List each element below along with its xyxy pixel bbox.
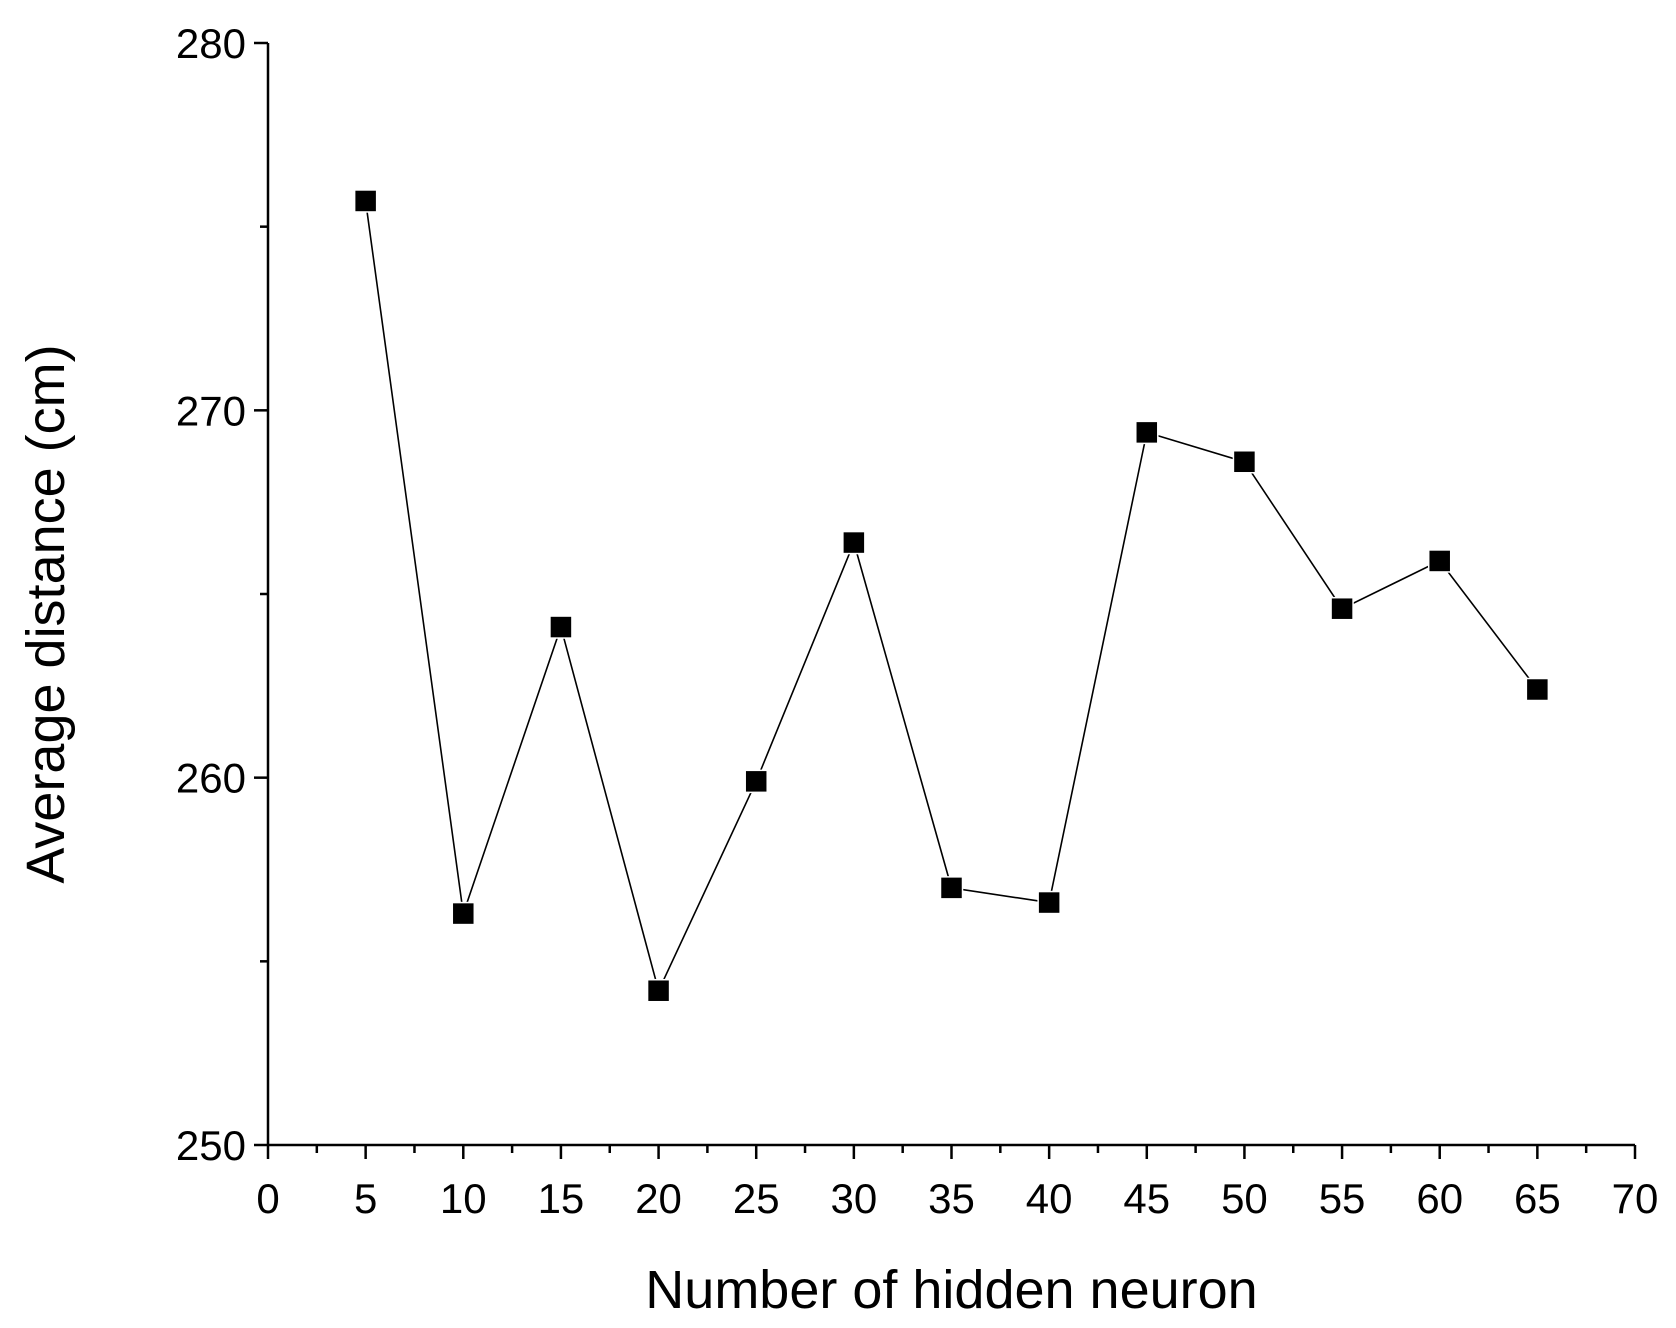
data-point — [1037, 890, 1061, 915]
x-tick-label: 60 — [1416, 1175, 1463, 1222]
y-tick-label: 280 — [176, 20, 246, 67]
data-point — [842, 530, 866, 555]
x-tick-label: 65 — [1514, 1175, 1561, 1222]
x-tick-label: 5 — [354, 1175, 377, 1222]
x-tick-label: 50 — [1221, 1175, 1268, 1222]
x-tick-label: 35 — [928, 1175, 975, 1222]
y-tick-label: 250 — [176, 1122, 246, 1169]
data-point — [1525, 677, 1550, 702]
y-axis-title: Average distance (cm) — [16, 344, 76, 883]
series-line — [364, 200, 1539, 994]
x-tick-label: 25 — [733, 1175, 780, 1222]
x-tick-label: 15 — [538, 1175, 585, 1222]
data-point — [1135, 420, 1159, 445]
x-tick-label: 30 — [830, 1175, 877, 1222]
data-point — [353, 189, 378, 213]
x-tick-label: 45 — [1123, 1175, 1170, 1222]
x-tick-label: 55 — [1319, 1175, 1366, 1222]
x-tick-label: 10 — [440, 1175, 487, 1222]
data-point — [939, 876, 964, 900]
data-point — [549, 615, 573, 639]
data-point — [1427, 549, 1452, 573]
data-point — [1232, 450, 1257, 474]
data-point — [646, 978, 671, 1003]
x-tick-label: 0 — [256, 1175, 279, 1222]
data-point — [1330, 596, 1354, 621]
y-tick-label: 270 — [176, 387, 246, 434]
x-tick-label: 40 — [1026, 1175, 1073, 1222]
data-point — [451, 901, 476, 926]
x-axis-title: Number of hidden neuron — [645, 1260, 1257, 1320]
data-series — [353, 189, 1550, 1003]
data-point — [744, 769, 768, 794]
x-tick-label: 70 — [1612, 1175, 1659, 1222]
y-tick-label: 260 — [176, 755, 246, 802]
x-tick-label: 20 — [635, 1175, 682, 1222]
axes: 0 5 10 15 20 25 30 35 40 45 50 55 60 65 70 250 260 270 280 — [176, 20, 1658, 1222]
